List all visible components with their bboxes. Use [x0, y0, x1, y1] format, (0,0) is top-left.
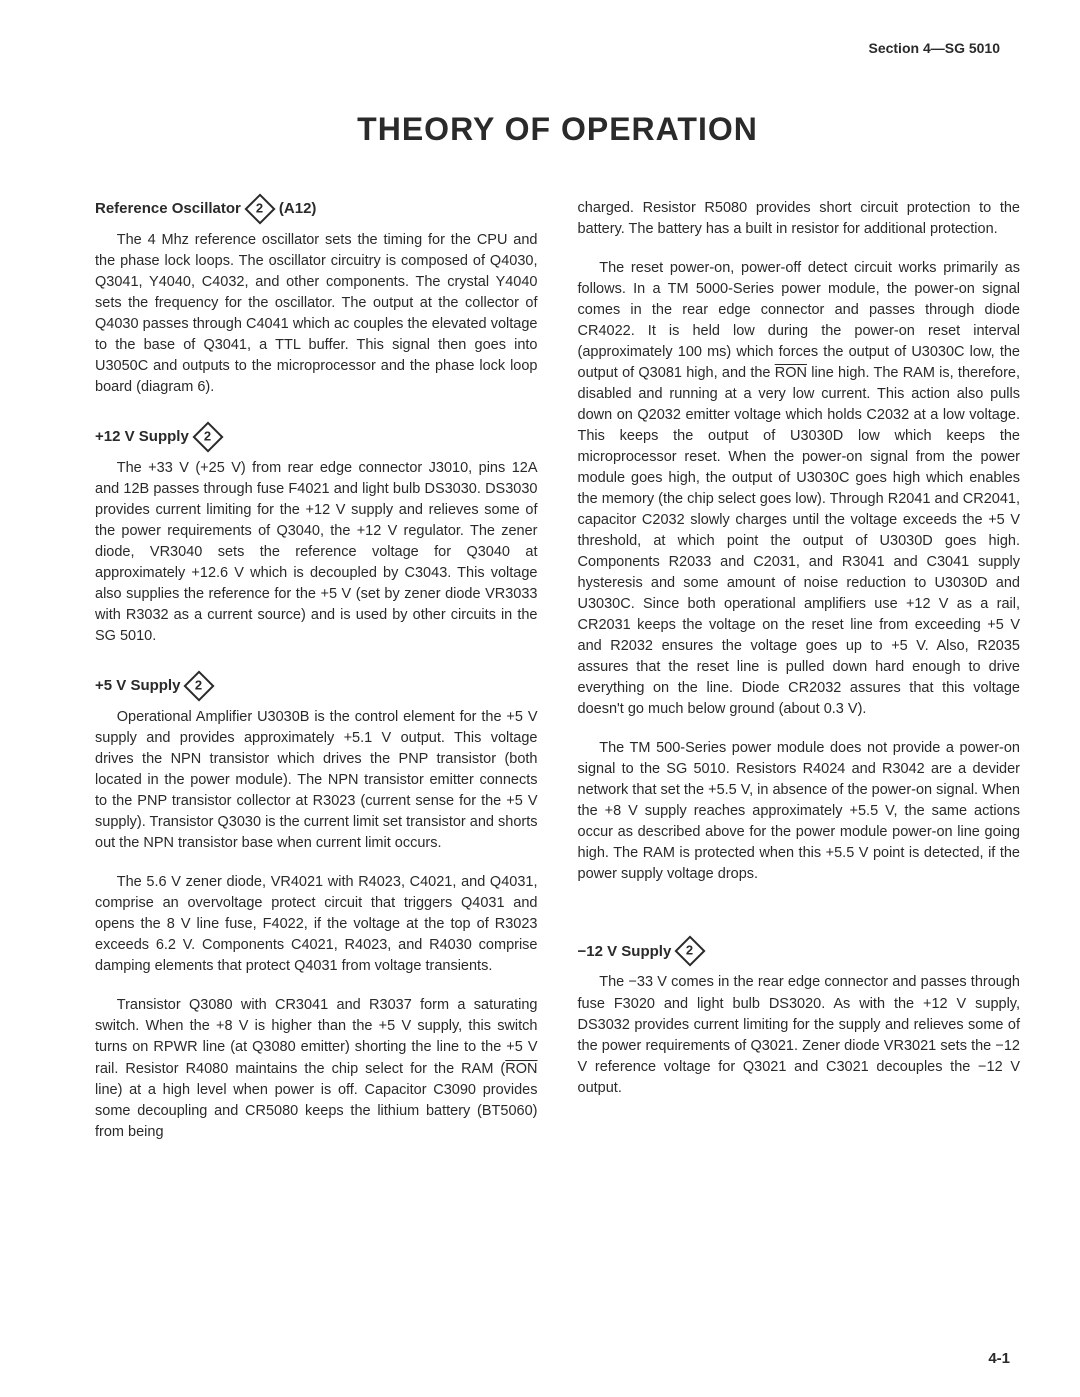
para-5v-1: Operational Amplifier U3030B is the cont…	[95, 707, 538, 854]
page-title: THEORY OF OPERATION	[95, 111, 1020, 148]
heading-5v: +5 V Supply 2	[95, 675, 538, 697]
content-columns: Reference Oscillator 2 (A12) The 4 Mhz r…	[95, 198, 1020, 1161]
para-neg12v: The −33 V comes in the rear edge connect…	[578, 972, 1021, 1098]
diamond-icon: 2	[244, 193, 275, 224]
para-right-2: The reset power-on, power-off detect cir…	[578, 258, 1021, 720]
para-12v: The +33 V (+25 V) from rear edge connect…	[95, 458, 538, 647]
right-column: charged. Resistor R5080 provides short c…	[578, 198, 1021, 1161]
para-5v-3: Transistor Q3080 with CR3041 and R3037 f…	[95, 995, 538, 1142]
heading-text: −12 V Supply	[578, 941, 672, 963]
diamond-icon: 2	[675, 936, 706, 967]
section-header: Section 4—SG 5010	[95, 40, 1020, 56]
para-5v-2: The 5.6 V zener diode, VR4021 with R4023…	[95, 872, 538, 977]
heading-12v: +12 V Supply 2	[95, 426, 538, 448]
left-column: Reference Oscillator 2 (A12) The 4 Mhz r…	[95, 198, 538, 1161]
heading-text: +5 V Supply	[95, 675, 180, 697]
heading-suffix: (A12)	[279, 198, 317, 220]
para-right-3: The TM 500-Series power module does not …	[578, 738, 1021, 885]
diamond-icon: 2	[184, 671, 215, 702]
heading-ref-osc: Reference Oscillator 2 (A12)	[95, 198, 538, 220]
diamond-icon: 2	[192, 422, 223, 453]
para-right-1: charged. Resistor R5080 provides short c…	[578, 198, 1021, 240]
ron-overline: RON	[505, 1061, 537, 1077]
ron-overline: RON	[775, 365, 807, 381]
heading-text: +12 V Supply	[95, 426, 189, 448]
page-number: 4-1	[988, 1350, 1010, 1367]
heading-neg12v: −12 V Supply 2	[578, 940, 1021, 962]
para-ref-osc: The 4 Mhz reference oscillator sets the …	[95, 230, 538, 398]
heading-text: Reference Oscillator	[95, 198, 241, 220]
